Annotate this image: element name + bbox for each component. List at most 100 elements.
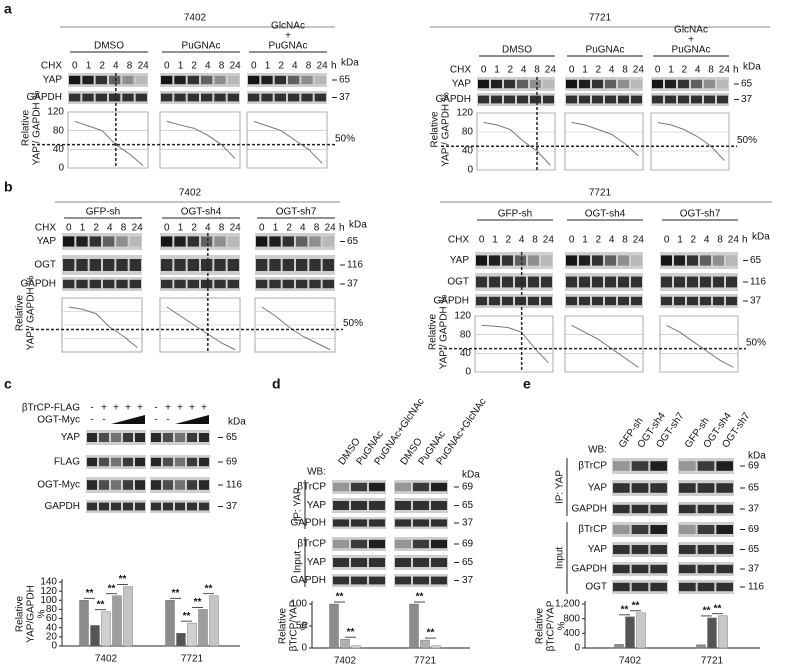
blot-band xyxy=(431,558,447,567)
chx-label: CHX xyxy=(450,65,471,76)
blot-band xyxy=(187,93,199,102)
bar xyxy=(636,612,646,649)
blot-band xyxy=(151,457,161,467)
blot-band xyxy=(605,255,616,266)
blot-band xyxy=(697,525,715,534)
blot-band xyxy=(103,279,115,289)
blot-band xyxy=(491,79,502,89)
blot-band xyxy=(151,480,161,490)
y-axis-label: Relative xyxy=(15,295,26,332)
blot-band xyxy=(489,296,500,306)
time-label: 24 xyxy=(543,235,555,246)
blot-band xyxy=(309,236,321,247)
blot-band xyxy=(566,95,577,104)
blot-band xyxy=(541,276,552,288)
blot-band xyxy=(63,259,75,271)
y-axis-label: YAP / GAPDH % xyxy=(441,92,452,167)
blot-band xyxy=(199,433,209,442)
kda-marker: 65 xyxy=(741,79,753,90)
time-label: 24 xyxy=(633,235,645,246)
cell-line: 7721 xyxy=(589,13,612,24)
blot-band xyxy=(288,93,300,102)
blot-band xyxy=(679,545,696,554)
blot-band xyxy=(214,75,226,85)
blot-band xyxy=(161,236,173,247)
decay-line xyxy=(483,122,551,166)
unit-label: h xyxy=(733,65,739,76)
blot-band xyxy=(674,255,685,266)
blot-band xyxy=(502,255,513,266)
time-label: 0 xyxy=(66,223,72,234)
blot-band xyxy=(605,276,616,288)
significance-label: ** xyxy=(703,606,711,617)
treatment-sign: - xyxy=(154,403,157,414)
significance-label: ** xyxy=(621,604,629,615)
treatment-label: βTrCP-FLAG xyxy=(22,403,80,414)
panel-label: c xyxy=(4,376,12,392)
decay-line xyxy=(481,324,549,364)
condition-label: GlcNAc xyxy=(674,25,708,36)
condition-label: GFP-sh xyxy=(86,207,120,218)
blot-band xyxy=(322,259,334,271)
bar xyxy=(187,622,197,647)
blot-band xyxy=(713,276,724,288)
blot-band xyxy=(63,279,75,289)
blot-band xyxy=(541,255,552,266)
row-label: GAPDH xyxy=(290,575,326,586)
blot-band xyxy=(122,75,134,85)
threshold-label: 50% xyxy=(746,337,766,348)
section-label: IP: YAP xyxy=(293,487,304,521)
kda-marker: 65 xyxy=(339,75,351,86)
blot-band xyxy=(123,433,133,442)
blot-band xyxy=(517,95,528,104)
blot-band xyxy=(369,501,385,510)
cell-line: 7721 xyxy=(589,188,612,199)
blot-band xyxy=(713,296,724,306)
blot-band xyxy=(214,279,226,289)
blot-band xyxy=(716,564,733,574)
time-label: 4 xyxy=(519,235,525,246)
time-label: 4 xyxy=(695,65,701,76)
time-label: 2 xyxy=(191,223,197,234)
y-tick-label: 50 xyxy=(296,621,308,632)
blot-band xyxy=(111,433,121,442)
blot-band xyxy=(697,483,715,493)
bar xyxy=(101,611,111,647)
bar xyxy=(340,639,350,649)
blot-band xyxy=(333,558,349,567)
kda-marker: 65 xyxy=(226,432,238,443)
treatment-sign: - xyxy=(154,415,157,426)
y-tick-label: 60 xyxy=(46,613,58,624)
row-label: GAPDH xyxy=(20,279,56,290)
blot-band xyxy=(413,501,429,510)
blot-band xyxy=(618,255,629,266)
blot-band xyxy=(296,259,308,271)
time-label: 0 xyxy=(259,223,265,234)
treatment-sign: - xyxy=(90,415,93,426)
blot-band xyxy=(691,95,702,104)
time-label: 4 xyxy=(704,235,710,246)
blot-band xyxy=(129,259,141,271)
kda-marker: 65 xyxy=(462,557,474,568)
blot-band xyxy=(175,480,185,490)
blot-band xyxy=(111,480,121,490)
blot-band xyxy=(214,259,226,271)
kda-marker: 65 xyxy=(750,255,762,266)
time-label: 24 xyxy=(230,223,242,234)
blot-band xyxy=(103,259,115,271)
treatment-sign: - xyxy=(102,415,105,426)
y-tick-label: 0 xyxy=(51,641,57,652)
time-label: 2 xyxy=(506,235,512,246)
blot-band xyxy=(161,93,173,102)
blot-band xyxy=(700,296,711,306)
blot-band xyxy=(650,545,667,554)
blot-band xyxy=(661,296,672,306)
blot-band xyxy=(174,259,186,271)
blot-band xyxy=(592,255,603,266)
row-label: βTrCP xyxy=(297,539,326,550)
time-label: 24 xyxy=(633,65,645,76)
blot-band xyxy=(201,75,213,85)
blot-band xyxy=(256,279,268,289)
plot-box xyxy=(564,112,644,171)
blot-band xyxy=(674,296,685,306)
